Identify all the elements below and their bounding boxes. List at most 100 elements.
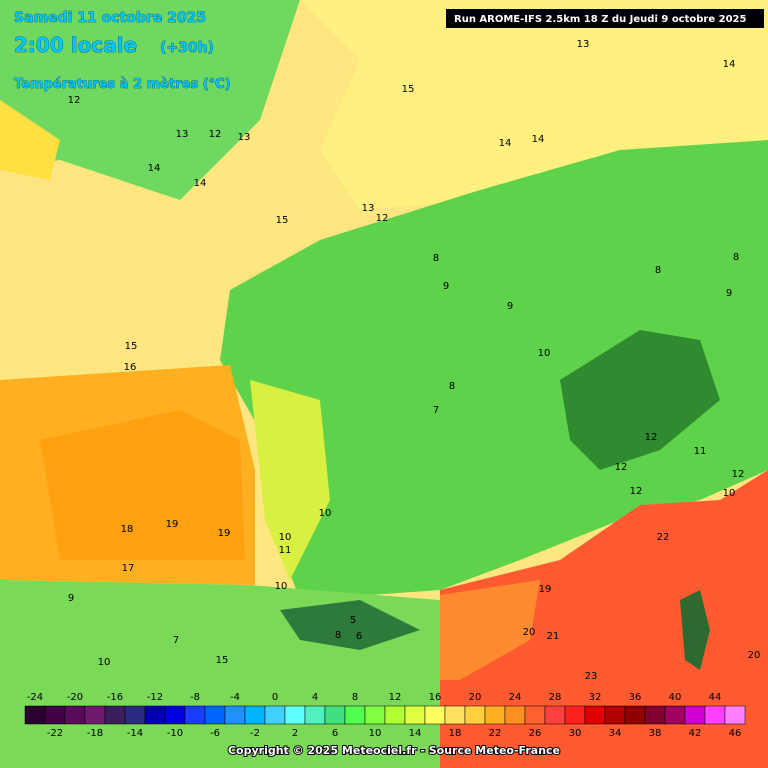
colorbar-label: 30 [569, 728, 582, 739]
contour-label: 15 [276, 215, 289, 226]
contour-label: 7 [433, 405, 439, 416]
contour-label: 5 [350, 615, 356, 626]
contour-label: 19 [166, 519, 179, 530]
colorbar-swatch [724, 705, 746, 725]
colorbar-label: 26 [529, 728, 542, 739]
colorbar-label: 10 [369, 728, 382, 739]
contour-labels: 13 14 15 12 13 12 13 14 14 15 14 14 12 1… [68, 39, 761, 682]
contour-label: 15 [402, 84, 415, 95]
colorbar-swatch [104, 705, 126, 725]
colorbar-label: 28 [549, 692, 562, 703]
contour-label: 12 [615, 462, 628, 473]
colorbar-label: -14 [127, 728, 143, 739]
colorbar-swatch [384, 705, 406, 725]
contour-label: 8 [433, 253, 439, 264]
contour-label: 16 [124, 362, 137, 373]
colorbar-swatch [504, 705, 526, 725]
copyright: Copyright © 2025 Meteociel.fr - Source M… [228, 744, 560, 757]
contour-label: 8 [335, 630, 341, 641]
colorbar-swatch [324, 705, 346, 725]
colorbar-label: 44 [709, 692, 722, 703]
colorbar-swatch [544, 705, 566, 725]
gulf-of-lion [440, 580, 540, 680]
lead-time: (+30h) [160, 40, 214, 56]
colorbar-label: 6 [332, 728, 338, 739]
contour-label: 10 [723, 488, 736, 499]
contour-label: 13 [362, 203, 375, 214]
colorbar-label: -6 [210, 728, 220, 739]
contour-label: 15 [216, 655, 229, 666]
colorbar-label: -2 [250, 728, 260, 739]
contour-label: 12 [376, 213, 389, 224]
contour-label: 12 [68, 95, 81, 106]
colorbar-label: 36 [629, 692, 642, 703]
contour-label: 11 [279, 545, 292, 556]
colorbar-label: 32 [589, 692, 602, 703]
colorbar-label: 42 [689, 728, 702, 739]
colorbar-label: 24 [509, 692, 522, 703]
colorbar-swatch [564, 705, 586, 725]
contour-label: 22 [657, 532, 670, 543]
contour-label: 19 [539, 584, 552, 595]
colorbar-swatch [24, 705, 46, 725]
colorbar-swatch [44, 705, 66, 725]
contour-label: 10 [275, 581, 288, 592]
contour-label: 9 [507, 301, 513, 312]
colorbar-label: 2 [292, 728, 298, 739]
alps [560, 330, 720, 470]
colorbar-swatch [524, 705, 546, 725]
contour-label: 12 [732, 469, 745, 480]
colorbar-swatch [304, 705, 326, 725]
colorbar-swatch [484, 705, 506, 725]
contour-label: 12 [209, 129, 222, 140]
variable-name: Températures à 2 mètres (°C) [14, 77, 231, 92]
contour-label: 6 [356, 631, 362, 642]
colorbar-swatch [424, 705, 446, 725]
colorbar-label: 40 [669, 692, 682, 703]
colorbar-swatch [344, 705, 366, 725]
colorbar-swatch [224, 705, 246, 725]
contour-label: 9 [68, 593, 74, 604]
colorbar-label: -22 [47, 728, 63, 739]
colorbar-swatch [644, 705, 666, 725]
forecast-date: Samedi 11 octobre 2025 [14, 10, 206, 26]
colorbar-label: 4 [312, 692, 318, 703]
contour-label: 20 [523, 627, 536, 638]
colorbar-label: -24 [27, 692, 43, 703]
contour-label: 13 [176, 129, 189, 140]
colorbar-label: 20 [469, 692, 482, 703]
colorbar-swatch [164, 705, 186, 725]
colorbar-label: -8 [190, 692, 200, 703]
colorbar-label: 18 [449, 728, 462, 739]
atlantic-coast [250, 380, 330, 580]
colorbar-swatch [664, 705, 686, 725]
contour-label: 12 [630, 486, 643, 497]
mediterranean [440, 470, 768, 768]
contour-label: 10 [538, 348, 551, 359]
colorbar-label: 34 [609, 728, 622, 739]
colorbar-swatch [284, 705, 306, 725]
contour-label: 20 [748, 650, 761, 661]
contour-label: 14 [532, 134, 545, 145]
contour-label: 15 [125, 341, 138, 352]
contour-label: 13 [238, 132, 251, 143]
colorbar-swatch [404, 705, 426, 725]
colorbar-label: 16 [429, 692, 442, 703]
pyrenees [280, 600, 420, 650]
contour-label: 8 [733, 252, 739, 263]
contour-label: 14 [194, 178, 207, 189]
run-info: Run AROME-IFS 2.5km 18 Z du Jeudi 9 octo… [454, 14, 746, 25]
contour-label: 8 [449, 381, 455, 392]
biscay-warm [40, 410, 245, 560]
colorbar-label: -16 [107, 692, 123, 703]
contour-label: 23 [585, 671, 598, 682]
contour-label: 8 [655, 265, 661, 276]
colorbar-label: -12 [147, 692, 163, 703]
colorbar-swatch [64, 705, 86, 725]
colorbar-label: 12 [389, 692, 402, 703]
colorbar-swatch [584, 705, 606, 725]
contour-label: 21 [547, 631, 560, 642]
contour-label: 11 [694, 446, 707, 457]
contour-label: 17 [122, 563, 135, 574]
contour-label: 14 [148, 163, 161, 174]
